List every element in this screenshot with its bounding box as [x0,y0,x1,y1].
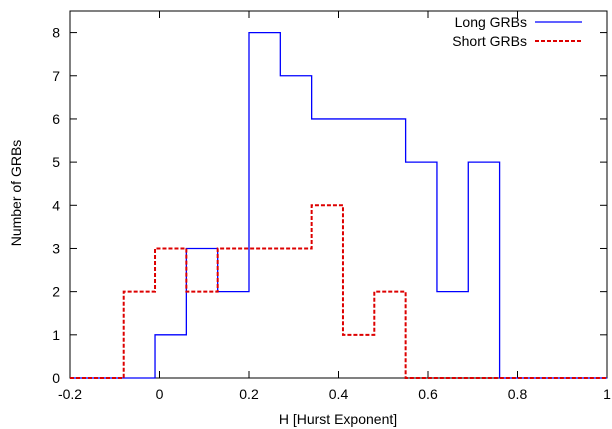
y-tick-label: 4 [52,197,60,213]
x-tick-label: 0.4 [329,386,349,402]
histogram-bin [186,292,217,378]
histogram-bin [437,292,468,378]
x-tick-label: -0.2 [58,386,82,402]
series-line [70,204,607,379]
y-tick-label: 3 [52,240,60,256]
legend-label: Long GRBs [455,14,527,30]
y-tick-label: 8 [52,25,60,41]
y-tick-label: 5 [52,154,60,170]
x-tick-label: 1 [603,386,611,402]
histogram-bin [374,292,405,378]
x-tick-label: 0.8 [508,386,528,402]
histogram-bin [280,248,311,378]
x-tick-label: 0.2 [239,386,259,402]
x-tick-label: 0 [156,386,164,402]
y-tick-label: 6 [52,111,60,127]
histogram-bin [312,205,343,378]
x-axis-title: H [Hurst Exponent] [279,411,397,427]
histogram-bin [468,162,499,378]
y-tick-label: 0 [52,370,60,386]
histogram-bin [155,248,186,378]
x-tick-label: 0.6 [418,386,438,402]
y-tick-label: 1 [52,327,60,343]
y-tick-label: 7 [52,68,60,84]
histogram-bin [218,248,249,378]
legend: Long GRBs Short GRBs [452,14,582,49]
y-tick-label: 2 [52,284,60,300]
histogram-bin [249,248,280,378]
series-short-grbs [70,204,607,379]
legend-label: Short GRBs [452,33,527,49]
histogram-bin [406,162,437,378]
histogram-bin [343,335,374,378]
histogram-bin [124,292,155,378]
y-axis-title: Number of GRBs [8,140,24,247]
